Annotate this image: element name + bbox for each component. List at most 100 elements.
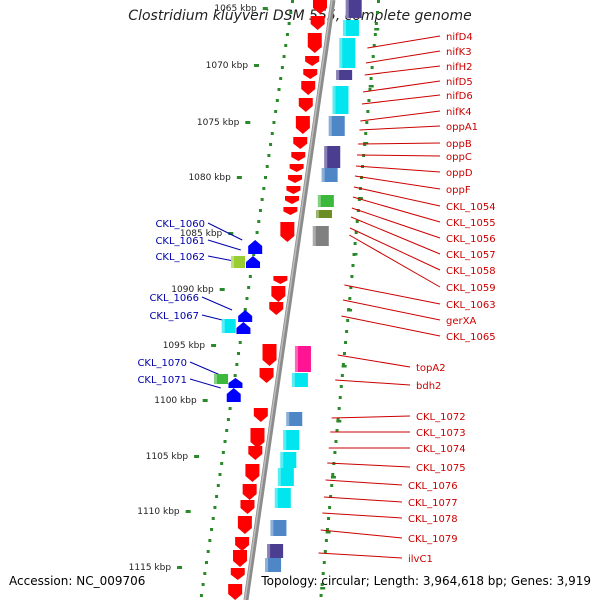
- track-dot: [220, 462, 223, 465]
- right-gene-label: ilvC1: [408, 554, 433, 565]
- track-dot: [227, 418, 230, 421]
- cog-box-shade: [313, 226, 316, 246]
- label-leader-line: [357, 155, 440, 156]
- right-gene-label: nifD6: [446, 91, 473, 102]
- cog-box-shade: [280, 452, 283, 468]
- right-gene-label: CKL_1073: [416, 428, 466, 439]
- track-dot: [200, 594, 203, 597]
- scale-tick-mark: [194, 455, 199, 458]
- track-dot: [350, 275, 353, 278]
- cog-box-shade: [275, 488, 278, 508]
- cog-box-shade: [336, 70, 339, 80]
- cog-box-shade: [292, 373, 295, 387]
- forward-gene-arrow: [305, 56, 319, 66]
- forward-gene-arrow: [290, 164, 304, 172]
- track-dot: [341, 374, 344, 377]
- track-dot: [320, 594, 323, 597]
- track-dot: [288, 22, 291, 25]
- track-dot: [218, 473, 221, 476]
- accession-text: Accession: NC_009706: [9, 574, 145, 588]
- track-dot: [266, 165, 269, 168]
- forward-gene-arrow: [240, 500, 254, 514]
- label-leader-line: [319, 553, 402, 558]
- label-leader-line: [360, 111, 440, 121]
- track-dot: [374, 33, 377, 36]
- scale-tick-mark: [211, 344, 216, 347]
- right-gene-label: oppB: [446, 139, 472, 150]
- track-dot: [339, 396, 342, 399]
- cog-box-shade: [295, 346, 298, 372]
- track-dot: [343, 352, 346, 355]
- label-leader-line: [190, 362, 222, 376]
- scale-tick-label: 1080 kbp: [188, 173, 231, 183]
- track-dot: [212, 517, 215, 520]
- left-gene-label: CKL_1066: [149, 293, 199, 304]
- cog-box-shade: [346, 0, 349, 18]
- forward-gene-arrow: [291, 152, 305, 161]
- track-dot: [257, 220, 260, 223]
- track-dot: [215, 495, 218, 498]
- right-gene-label: CKL_1077: [408, 498, 458, 509]
- left-gene-label: CKL_1061: [155, 236, 205, 247]
- reverse-gene-arrow: [246, 256, 260, 268]
- track-dot: [346, 319, 349, 322]
- scale-tick-label: 1095 kbp: [163, 341, 206, 351]
- track-dot: [208, 539, 211, 542]
- track-dot: [234, 374, 237, 377]
- forward-gene-arrow: [311, 16, 325, 30]
- track-dot: [325, 539, 328, 542]
- track-dot: [210, 528, 213, 531]
- forward-gene-arrow: [245, 464, 259, 482]
- scale-tick-label: 1115 kbp: [129, 563, 172, 573]
- track-dot: [247, 286, 250, 289]
- label-leader-line: [341, 316, 440, 336]
- label-leader-line: [344, 285, 440, 304]
- scale-tick-mark: [254, 64, 259, 67]
- forward-gene-arrow: [308, 33, 322, 53]
- label-leader-line: [359, 126, 440, 130]
- label-leader-line: [354, 187, 440, 206]
- right-gene-label: CKL_1065: [446, 332, 496, 343]
- track-dot: [274, 110, 277, 113]
- scale-tick-label: 1110 kbp: [137, 507, 180, 517]
- track-dot: [333, 451, 336, 454]
- right-gene-label: CKL_1063: [446, 300, 496, 311]
- forward-gene-arrow: [283, 207, 297, 215]
- track-dot: [328, 506, 331, 509]
- right-gene-label: nifK4: [446, 107, 472, 118]
- label-leader-line: [366, 51, 440, 63]
- track-dot: [267, 154, 270, 157]
- track-dot: [269, 143, 272, 146]
- scale-tick-mark: [186, 510, 191, 513]
- forward-gene-arrow: [243, 484, 257, 500]
- right-gene-label: CKL_1059: [446, 283, 496, 294]
- scale-tick-mark: [237, 176, 242, 179]
- right-gene-label: CKL_1056: [446, 234, 496, 245]
- track-dot: [351, 264, 354, 267]
- right-gene-label: nifD4: [446, 32, 473, 43]
- forward-gene-arrow: [271, 286, 285, 302]
- label-leader-line: [367, 36, 440, 48]
- forward-gene-arrow: [233, 550, 247, 567]
- right-gene-label: CKL_1072: [416, 412, 466, 423]
- cog-box-shade: [222, 319, 225, 333]
- track-dot: [371, 66, 374, 69]
- left-gene-label: CKL_1060: [155, 219, 205, 230]
- scale-tick-label: 1065 kbp: [214, 4, 257, 14]
- forward-gene-arrow: [250, 428, 264, 448]
- right-gene-label: CKL_1076: [408, 481, 458, 492]
- track-dot: [289, 11, 292, 14]
- track-dot: [217, 484, 220, 487]
- right-gene-label: CKL_1055: [446, 218, 496, 229]
- scale-tick-label: 1105 kbp: [146, 452, 189, 462]
- right-gene-label: CKL_1057: [446, 250, 496, 261]
- right-gene-label: gerXA: [446, 316, 476, 327]
- track-dot: [370, 77, 373, 80]
- track-dot: [202, 583, 205, 586]
- track-dot: [203, 572, 206, 575]
- label-leader-line: [362, 95, 440, 104]
- track-dot: [278, 88, 281, 91]
- genome-backbone: [246, 0, 333, 600]
- right-gene-label: oppC: [446, 152, 472, 163]
- cog-box-shade: [343, 20, 346, 36]
